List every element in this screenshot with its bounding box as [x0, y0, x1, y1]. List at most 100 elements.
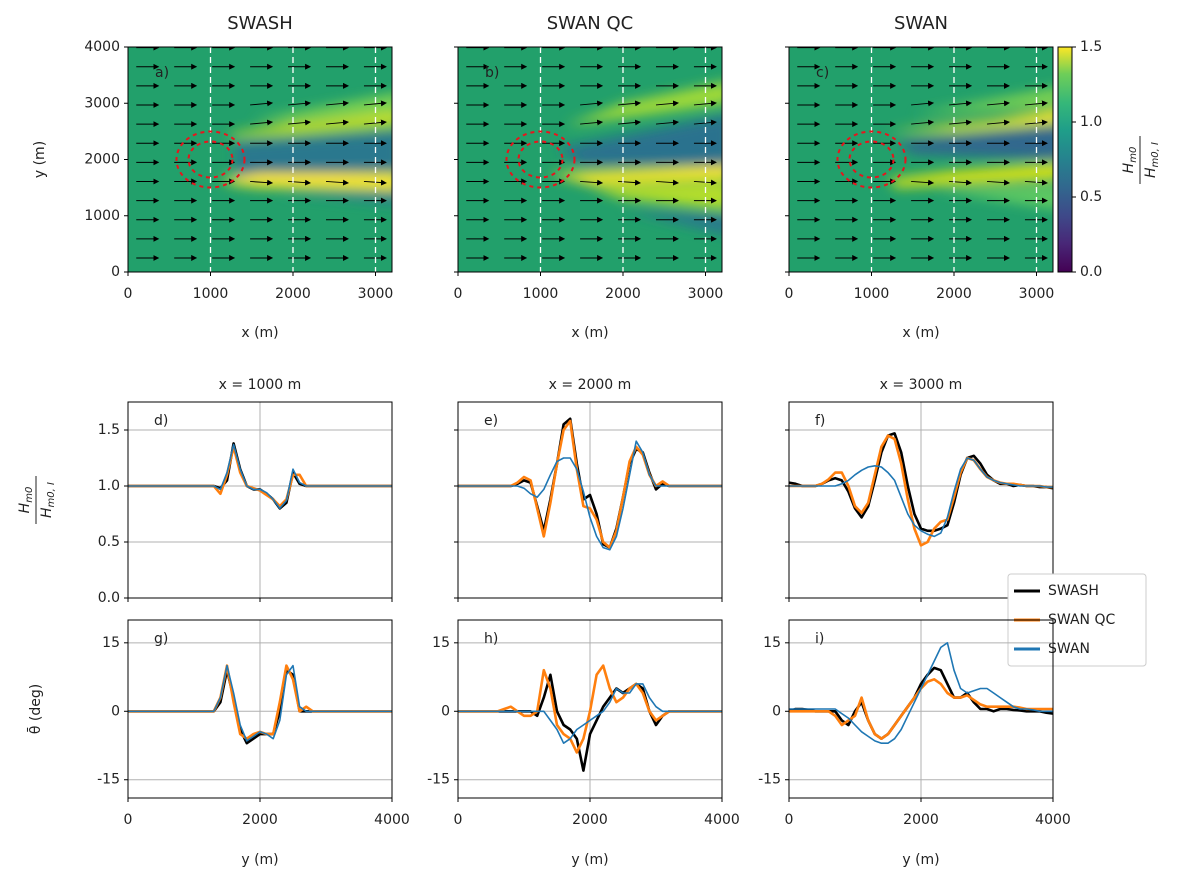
x-tick-label: 2000 [242, 812, 278, 828]
wave-arrow [911, 119, 935, 126]
axes-frame [457, 619, 723, 799]
y-tick-label: 0 [441, 703, 450, 719]
y-axis-label: θ̄ (deg) [26, 684, 44, 734]
wave-arrow [986, 100, 1010, 107]
wave-arrow [325, 100, 349, 107]
heatmap-field [789, 47, 1053, 272]
x-tick-label: 0 [124, 286, 133, 302]
x-tick-label: 2000 [936, 286, 972, 302]
field-band [912, 87, 1053, 115]
field-band [235, 131, 392, 177]
panel-title: x = 3000 m [880, 377, 963, 393]
wave-arrow [580, 100, 604, 107]
subscript: m0, I [1150, 142, 1161, 167]
colorbar-tick-label: 1.5 [1080, 39, 1102, 55]
y-tick-label: 4000 [84, 39, 120, 55]
field-band [251, 93, 392, 121]
obstacle-outline [175, 130, 246, 189]
panel-title: x = 1000 m [219, 377, 302, 393]
panel-label: d) [154, 413, 168, 429]
field-bands [218, 93, 392, 204]
wave-arrow [911, 179, 935, 186]
wave-arrow [986, 119, 1010, 126]
wave-arrow [949, 100, 973, 107]
x-tick-label: 2000 [903, 812, 939, 828]
series-group [789, 432, 1053, 547]
y-tick-label: -15 [427, 772, 450, 788]
subscript: m0, I [46, 482, 57, 507]
symbol: H [17, 502, 33, 513]
panel-label: b) [485, 65, 499, 81]
field-band [888, 110, 1053, 132]
fraction-denominator: Hm0, I [39, 482, 57, 518]
wave-arrow [580, 119, 604, 126]
x-tick-label: 0 [454, 812, 463, 828]
panel-label: a) [155, 65, 169, 81]
x-axis-label: x (m) [571, 325, 608, 341]
x-tick-label: 4000 [704, 812, 740, 828]
x-axis-label: y (m) [241, 852, 278, 868]
axes-frame [788, 619, 1054, 799]
fraction-numerator: Hm0 [1121, 147, 1139, 174]
axes-frame [457, 401, 723, 599]
y-tick-label: 15 [102, 635, 120, 651]
panel-label: g) [154, 631, 168, 647]
field-band [896, 126, 1053, 160]
panel-title: SWASH [227, 13, 293, 34]
y-tick-label: -15 [758, 772, 781, 788]
x-axis-label: x (m) [241, 325, 278, 341]
field-band [276, 192, 392, 204]
wave-arrow [693, 119, 717, 126]
x-tick-label: 2000 [275, 286, 311, 302]
series-group [458, 417, 722, 551]
wave-arrow [949, 119, 973, 126]
x-tick-label: 3000 [1019, 286, 1055, 302]
panel-label: e) [484, 413, 498, 429]
symbol: H [1143, 167, 1159, 178]
y-tick-label: 0 [772, 703, 781, 719]
series-line [458, 440, 722, 551]
y-tick-label: 0.5 [98, 534, 120, 550]
x-tick-label: 0 [454, 286, 463, 302]
x-tick-label: 0 [785, 812, 794, 828]
panel-label: f) [815, 413, 825, 429]
y-tick-label: 0 [111, 703, 120, 719]
fraction-denominator: Hm0, I [1143, 142, 1161, 178]
wave-arrow [655, 100, 679, 107]
x-axis-label: y (m) [571, 852, 608, 868]
colorbar-tick-label: 0.0 [1080, 264, 1102, 280]
series-group [458, 664, 722, 772]
axes-frame [788, 401, 1054, 599]
series-group [128, 664, 392, 745]
obstacle-outline [505, 130, 576, 189]
y-tick-label: 0.0 [98, 590, 120, 606]
series-line [789, 457, 1053, 538]
y-tick-label: 1.5 [98, 422, 120, 438]
panel-label: h) [484, 631, 498, 647]
wave-arrow [949, 179, 973, 186]
field-band [565, 82, 722, 126]
wave-arrow [693, 100, 717, 107]
axes-frame [127, 619, 393, 799]
colorbar-tick-label: 1.0 [1080, 114, 1102, 130]
heatmap-field [458, 47, 722, 272]
x-tick-label: 3000 [358, 286, 394, 302]
symbol: H [1121, 162, 1137, 173]
legend-label: SWASH [1048, 583, 1099, 599]
panel-title: SWAN [894, 13, 948, 34]
y-axis-label: y (m) [32, 141, 48, 178]
wave-arrow [288, 179, 312, 186]
x-tick-label: 2000 [572, 812, 608, 828]
colorbar [1057, 46, 1073, 273]
subscript: m0 [1128, 147, 1139, 163]
x-tick-label: 4000 [374, 812, 410, 828]
panel-label: i) [815, 631, 824, 647]
panel-title: x = 2000 m [549, 377, 632, 393]
series-line [128, 664, 392, 742]
wave-arrow [655, 179, 679, 186]
wave-arrow [655, 119, 679, 126]
y-tick-label: 15 [432, 635, 450, 651]
